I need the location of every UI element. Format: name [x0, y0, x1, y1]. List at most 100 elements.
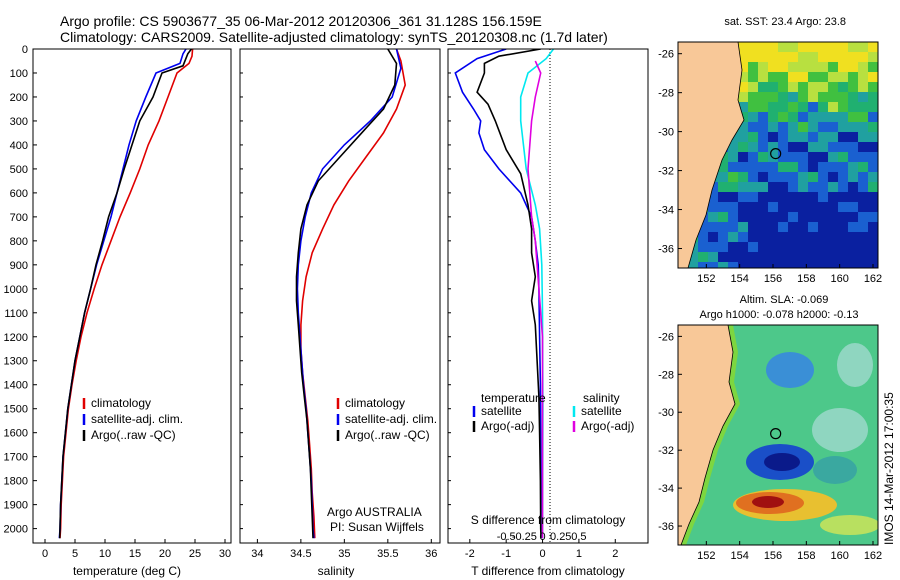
- sst-cell: [738, 122, 748, 132]
- t-difference-label: T difference from climatology: [471, 564, 625, 578]
- sla-blob: [820, 515, 878, 535]
- lon-tick-label: 158: [797, 550, 815, 562]
- sst-cell: [738, 92, 748, 102]
- salinity-legend: climatology satellite-adj. clim. Argo(..…: [336, 396, 437, 442]
- sst-cell: [738, 102, 748, 112]
- sla-blob: [813, 456, 857, 484]
- sst-cell: [868, 152, 878, 162]
- sst-cell: [758, 252, 768, 262]
- x-tick-label: 30: [219, 548, 231, 560]
- legend-label-satellite: satellite-adj. clim.: [345, 412, 437, 426]
- x-tick-label: 36: [425, 548, 437, 560]
- sst-cell: [748, 172, 758, 182]
- depth-tick-label: 100: [10, 68, 28, 80]
- lat-tick-label: -34: [658, 205, 674, 217]
- sst-cell: [848, 72, 858, 82]
- sst-cell: [718, 232, 728, 242]
- sst-cell: [818, 122, 828, 132]
- land-mass: [678, 325, 735, 545]
- sst-cell: [798, 252, 808, 262]
- sst-cell: [848, 122, 858, 132]
- sst-cell: [728, 202, 738, 212]
- sst-cell: [858, 262, 868, 268]
- sst-cell: [708, 192, 718, 202]
- sst-cell: [848, 92, 858, 102]
- x-tick-label: 5: [72, 548, 78, 560]
- sst-cell: [858, 142, 868, 152]
- sst-cell: [708, 212, 718, 222]
- sst-cell: [758, 222, 768, 232]
- sst-cell: [778, 62, 788, 72]
- sst-cell: [838, 132, 848, 142]
- sst-cell: [728, 182, 738, 192]
- sst-cell: [768, 232, 778, 242]
- sst-cell: [828, 242, 838, 252]
- sst-cell: [828, 162, 838, 172]
- sst-cell: [778, 242, 788, 252]
- sst-cell: [768, 252, 778, 262]
- sst-cell: [798, 242, 808, 252]
- sst-cell: [728, 242, 738, 252]
- sst-cell: [748, 252, 758, 262]
- sst-cell: [818, 92, 828, 102]
- sst-cell: [808, 52, 818, 62]
- sst-cell: [768, 52, 778, 62]
- depth-tick-label: 500: [10, 164, 28, 176]
- sst-cell: [778, 192, 788, 202]
- sst-cell: [728, 252, 738, 262]
- sst-cell: [718, 242, 728, 252]
- sst-cell: [708, 232, 718, 242]
- sst-cell: [858, 92, 868, 102]
- x-tick-label: 35.5: [377, 548, 398, 560]
- sst-cell: [808, 262, 818, 268]
- sst-cell: [808, 132, 818, 142]
- difference-axes-frame: [447, 48, 649, 544]
- sst-cell: [848, 62, 858, 72]
- lat-tick-label: -28: [658, 88, 674, 100]
- sst-cell: [858, 102, 868, 112]
- sst-cell: [778, 182, 788, 192]
- sst-cell: [818, 192, 828, 202]
- sst-cell: [808, 172, 818, 182]
- sst-cell: [858, 162, 868, 172]
- sst-cell: [788, 162, 798, 172]
- lat-tick-label: -32: [658, 166, 674, 178]
- sla-blob: [837, 343, 873, 387]
- lon-tick-label: 154: [730, 550, 748, 562]
- s-tick-label: -0.25: [512, 531, 537, 543]
- legend-salinity-heading: salinity: [583, 391, 620, 405]
- sst-cell: [828, 52, 838, 62]
- sst-cell: [758, 262, 768, 268]
- sst-cell: [858, 52, 868, 62]
- sst-cell: [758, 122, 768, 132]
- annotation-pi: PI: Susan Wijffels: [330, 520, 424, 534]
- sst-cell: [738, 42, 748, 52]
- sst-cell: [778, 72, 788, 82]
- sst-cell: [848, 152, 858, 162]
- temperature-panel: 0100200300400500600700800900100011001200…: [4, 44, 232, 578]
- sst-cell: [728, 152, 738, 162]
- sst-cell: [838, 202, 848, 212]
- x-tick-label: -2: [465, 548, 475, 560]
- sst-cell: [778, 52, 788, 62]
- sst-cell: [768, 102, 778, 112]
- sst-cell: [798, 122, 808, 132]
- sst-cell: [808, 82, 818, 92]
- coastline: [680, 325, 736, 545]
- legend-label-sal-satellite: satellite: [581, 404, 622, 418]
- sst-cell: [748, 202, 758, 212]
- sst-cell: [848, 192, 858, 202]
- sst-cell: [758, 142, 768, 152]
- sst-cell: [758, 42, 768, 52]
- x-tick-label: -1: [501, 548, 511, 560]
- sla-map-subtitle: Argo h1000: -0.078 h2000: -0.13: [699, 309, 858, 321]
- sst-cell: [788, 262, 798, 268]
- depth-tick-labels: 0 100 200 300 400 500 600 700 800 900 1000 1100 1200…: [4, 44, 37, 536]
- sst-cell: [738, 82, 748, 92]
- x-tick-label: 10: [99, 548, 111, 560]
- sst-cell: [778, 92, 788, 102]
- sst-cell: [768, 152, 778, 162]
- sst-cell: [808, 122, 818, 132]
- sst-cell: [808, 182, 818, 192]
- lat-tick-label: -32: [658, 445, 674, 457]
